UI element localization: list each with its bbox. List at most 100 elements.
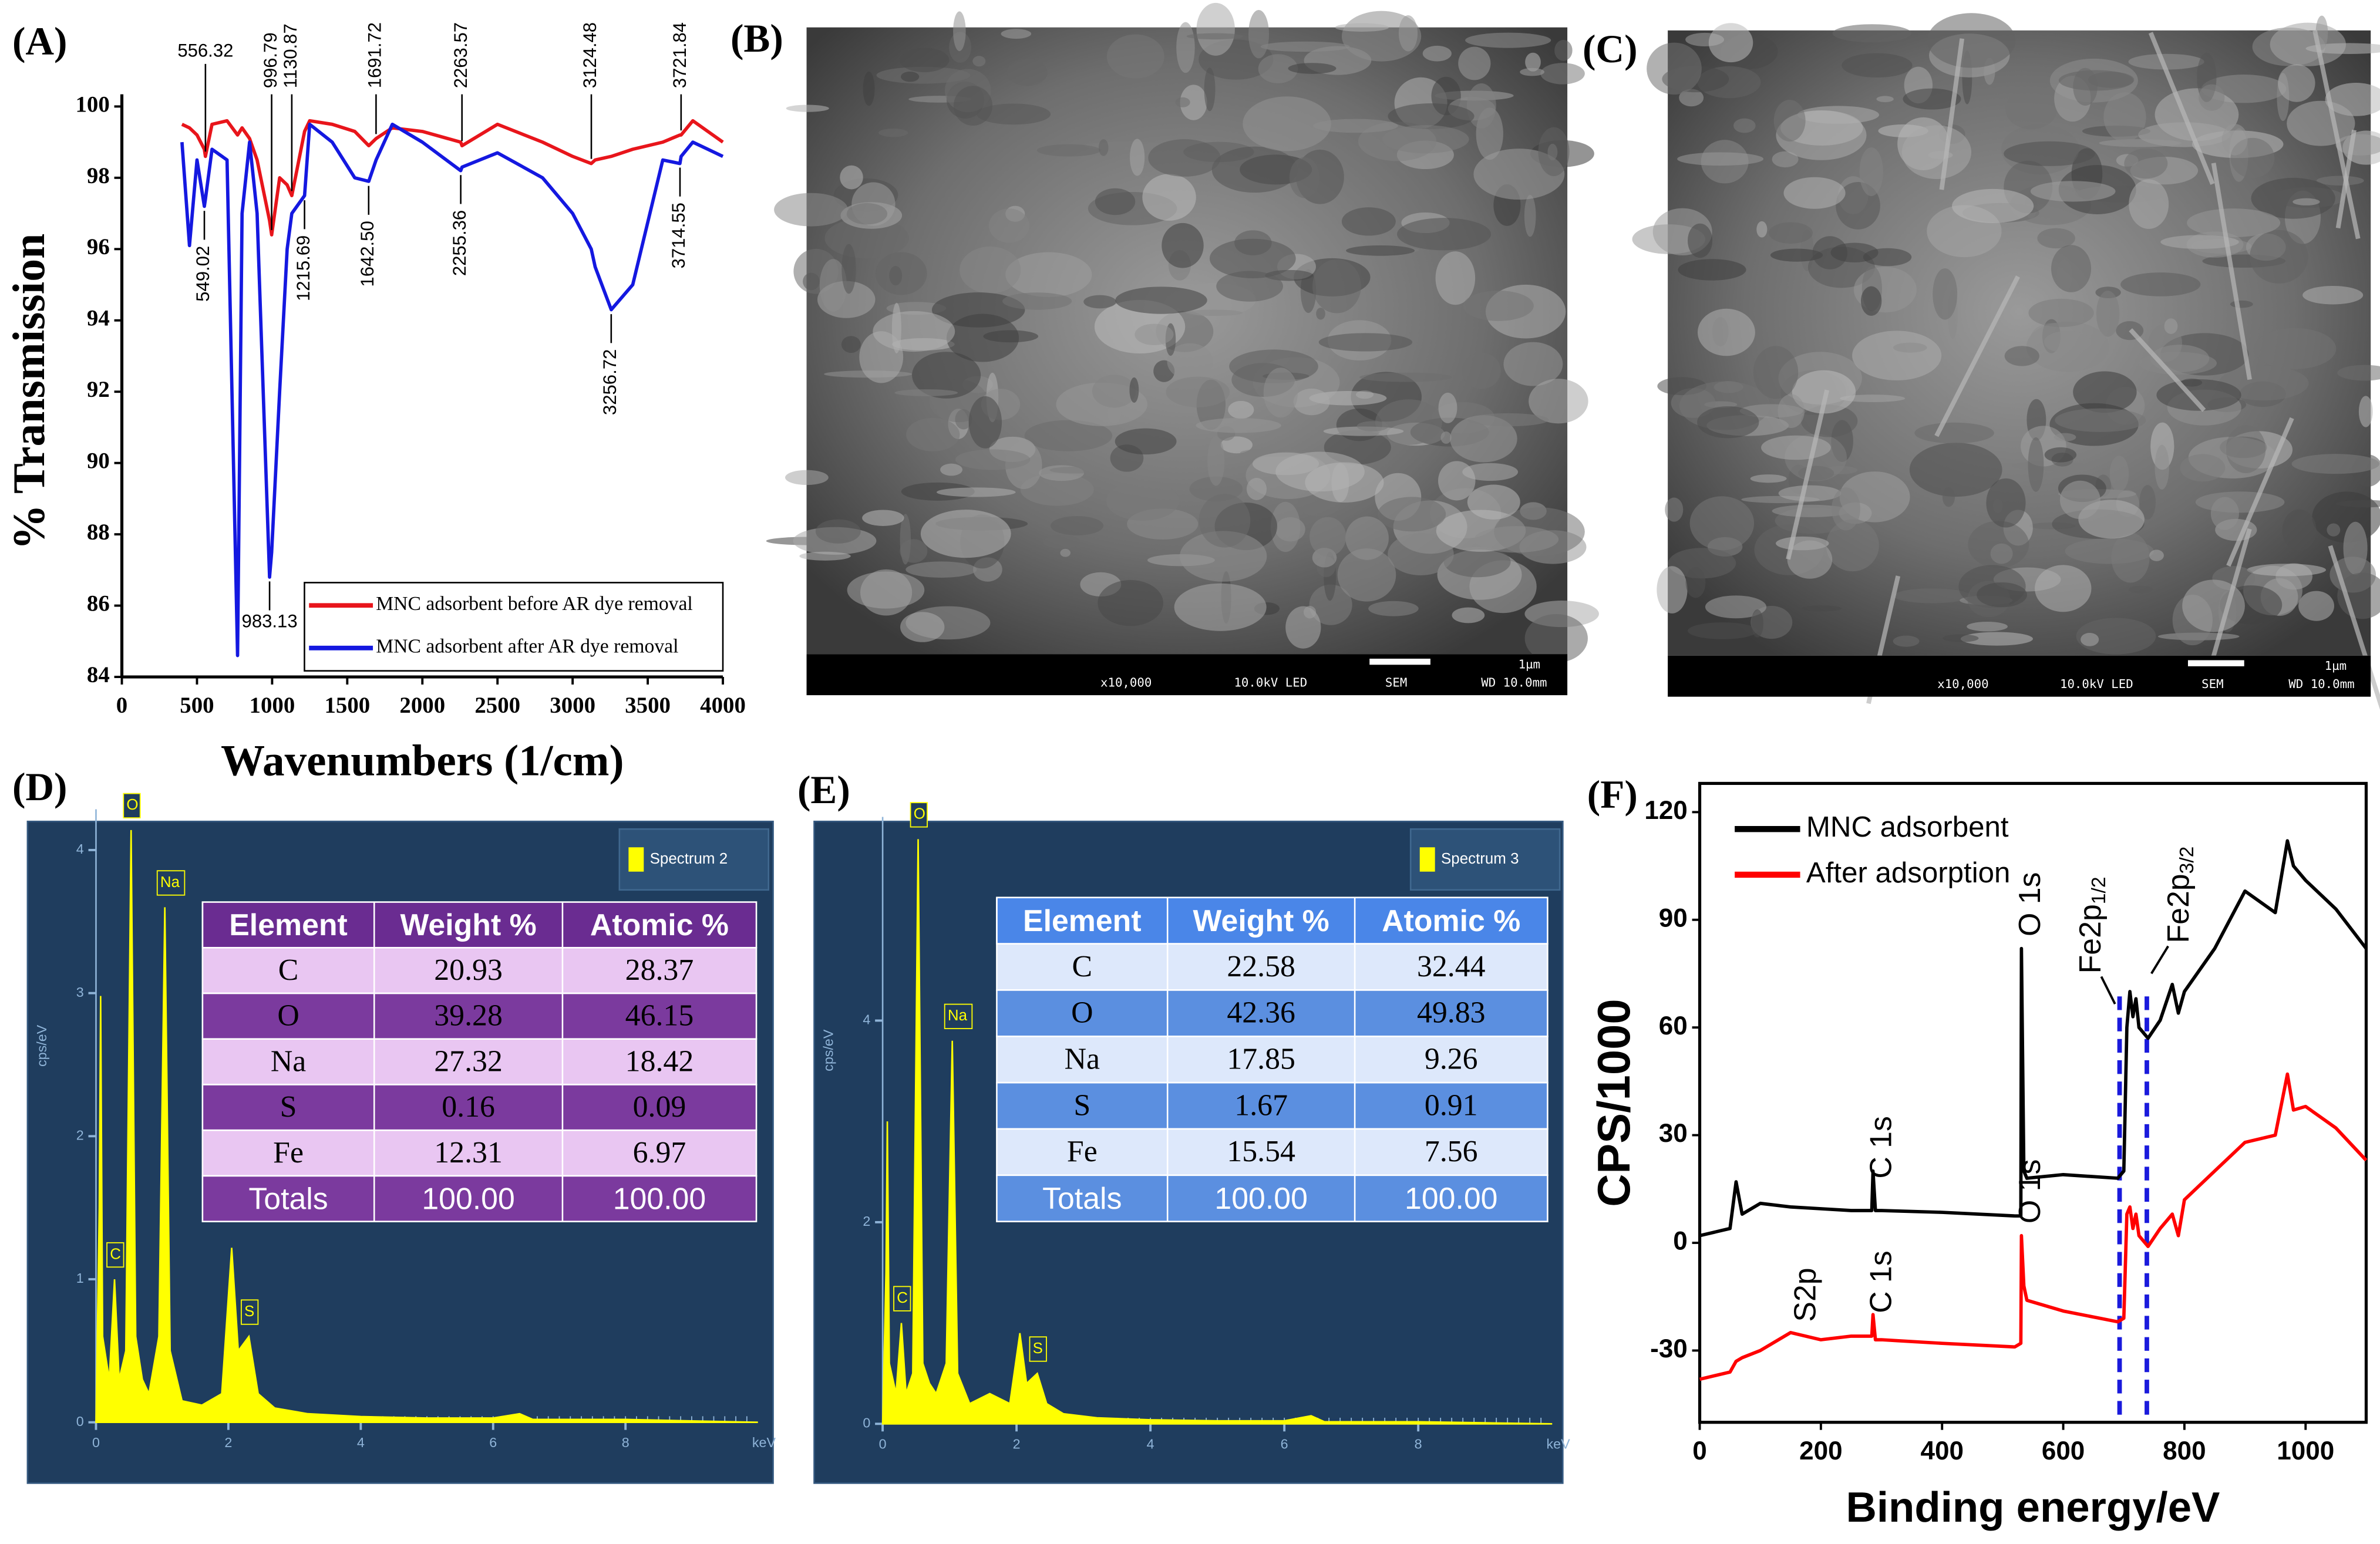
sem-texture [1309,517,1346,557]
legend-swatch [628,847,644,872]
table-header-cell: Atomic % [1382,904,1520,938]
y-tick-label: 60 [1659,1012,1688,1040]
table-cell: 20.93 [434,953,503,987]
sem-texture [2199,84,2225,111]
x-tick-label: 1000 [250,693,295,718]
sem-texture [1179,531,1267,582]
sem-info: SEM [1385,675,1407,689]
sem-texture [1174,583,1267,631]
sem-texture [1800,404,1858,437]
sem-texture [1005,252,1092,298]
sem-texture [1678,259,1746,281]
sem-texture [1148,139,1221,177]
legend-box [304,582,724,672]
sem-texture [1458,46,1491,80]
sem-texture [2139,352,2217,375]
sem-texture [940,463,963,476]
y-tick-label: 30 [1659,1119,1688,1148]
sem-texture [2298,591,2335,621]
series-line [1699,1072,2368,1381]
table-row [201,1084,758,1131]
sem-texture [1422,45,1452,62]
sem-texture [1529,379,1588,424]
sem-texture [2073,371,2137,413]
sem-texture [1002,292,1072,310]
sem-texture [1115,286,1207,314]
peak-label-box [893,1286,911,1312]
sem-texture [1440,431,1452,444]
sem-texture [1914,422,1994,444]
panel-label: (B) [731,16,783,60]
y-tick-label: 0 [1673,1227,1688,1256]
x-axis-label: keV [1546,1437,1570,1452]
table-header-cell: Weight % [1193,904,1329,938]
sem-texture [2005,89,2058,130]
sem-texture [1770,248,1823,262]
annotation: 1215.69 [293,235,314,301]
sem-texture [1305,462,1384,503]
sem-texture [2251,177,2335,219]
sem-texture [1462,352,1501,389]
table-cell: 9.26 [1425,1043,1478,1076]
sem-texture [2124,148,2168,179]
table-cell: 32.44 [1417,950,1486,983]
sem-texture [1668,548,1736,579]
legend-label: MNC adsorbent [1806,811,2009,843]
table-cell: 22.58 [1227,950,1295,983]
sem-info: x10,000 [1937,677,1988,691]
table-cell: 27.32 [434,1044,503,1078]
sem-texture [2128,53,2204,70]
x-tick-label: 2500 [474,693,520,718]
peak-label: Na [948,1007,968,1024]
sem-texture [1503,342,1563,386]
sem-info: SEM [2201,677,2223,691]
peak-label-box [910,802,928,828]
sem-texture [2219,366,2309,401]
sem-texture [2120,272,2201,296]
sem-texture [815,519,861,544]
sem-image [766,2,1599,663]
y-tick-label: 3 [76,985,84,1000]
panel-label: (C) [1583,27,1638,71]
sem-texture [2044,447,2077,463]
sem-texture [1162,223,1204,268]
scale-bar [1369,658,1430,665]
plot-frame [1698,781,2368,1424]
sem-texture [1036,144,1101,157]
y-tick-label: 90 [87,449,110,474]
sem-texture [1798,466,1834,481]
sem-texture [841,336,861,353]
sem-texture [2088,72,2135,88]
sem-texture [1095,188,1136,215]
table-cell: C [278,953,299,987]
annotation: 3124.48 [580,22,600,88]
sem-texture [2221,124,2248,156]
sem-texture [905,561,977,578]
sem-crystal [2312,30,2361,240]
legend-label: Spectrum 3 [1441,851,1519,867]
sem-texture [2195,491,2285,513]
sem-texture [1689,496,1755,551]
sem-texture [1893,588,1971,604]
y-tick-label: 2 [863,1213,870,1229]
sem-texture [1337,548,1396,602]
sem-texture [1688,622,1758,639]
sem-texture [1309,584,1352,625]
annotation-arrow [2100,976,2116,1005]
sem-texture [953,86,993,126]
y-tick-label: 92 [87,377,110,402]
sem-texture [2291,454,2380,474]
table-cell: 0.91 [1425,1088,1478,1122]
sem-texture [1356,421,1389,431]
sem-texture [1554,39,1573,61]
x-tick-label: 8 [622,1435,629,1450]
sem-texture [1106,34,1164,79]
x-tick-label: 0 [116,693,127,718]
sem-texture [1316,308,1325,320]
x-tick-label: 4000 [700,693,746,718]
sem-texture [1832,487,1860,531]
sem-texture [2044,331,2091,353]
sem-texture [1772,151,1799,168]
sem-texture [2035,565,2092,612]
sem-texture [876,66,971,84]
